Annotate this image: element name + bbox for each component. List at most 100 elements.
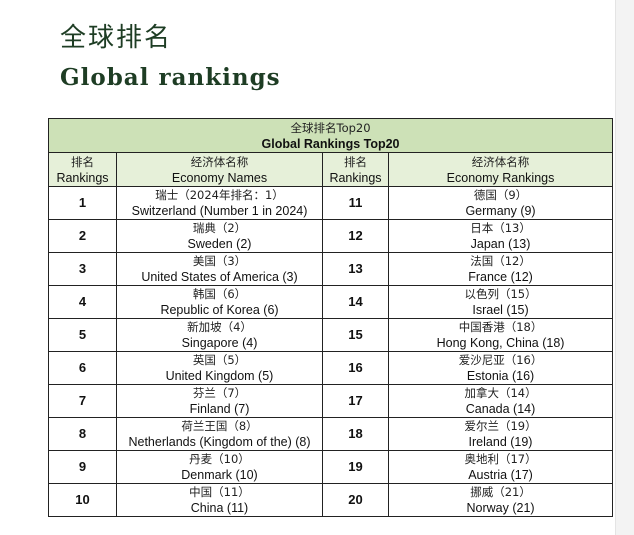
economy-name-chinese: 日本（13） [470, 221, 531, 235]
economy-name-english: Sweden (2) [187, 237, 252, 251]
column-header-label-en: Economy Names [171, 170, 268, 185]
economy-name-english: United Kingdom (5) [165, 369, 274, 383]
economy-cell: 爱沙尼亚（16） Estonia (16) [387, 351, 614, 385]
column-header-economy-left: 经济体名称 Economy Names [116, 152, 323, 187]
economy-name-english: Singapore (4) [181, 336, 258, 350]
column-header-label-zh: 排名 [344, 154, 367, 169]
economy-cell: 韩国（6） Republic of Korea (6) [116, 285, 323, 319]
economy-name-chinese: 挪威（21） [470, 485, 531, 499]
economy-cell: 中国香港（18） Hong Kong, China (18) [387, 318, 614, 352]
economy-cell: 德国（9） Germany (9) [387, 186, 614, 220]
column-header-label-zh: 经济体名称 [190, 154, 249, 169]
economy-cell: 英国（5） United Kingdom (5) [116, 351, 323, 385]
economy-name-chinese: 瑞典（2） [192, 221, 247, 235]
rank-cell: 4 [48, 285, 117, 319]
economy-name-english: Republic of Korea (6) [160, 303, 279, 317]
table-row: 3 美国（3） United States of America (3) 13 法国（1… [48, 252, 614, 286]
rank-cell: 1 [48, 186, 117, 220]
economy-name-english: Switzerland (Number 1 in 2024) [131, 204, 308, 218]
table-row: 6 英国（5） United Kingdom (5) 16 爱沙尼亚（16） Estoni… [48, 351, 614, 385]
table-title: 全球排名Top20 Global Rankings Top20 [47, 118, 614, 153]
economy-cell: 日本（13） Japan (13) [387, 219, 614, 253]
rank-cell: 5 [48, 318, 117, 352]
column-header-label-zh: 排名 [71, 154, 94, 169]
table-row: 4 韩国（6） Republic of Korea (6) 14 以色列（15） Isra… [48, 285, 614, 319]
page-heading-english: Global rankings [60, 64, 281, 91]
rank-cell: 3 [48, 252, 117, 286]
column-header-rank-right: 排名 Rankings [322, 152, 389, 187]
rank-cell: 12 [322, 219, 389, 253]
rank-cell: 2 [48, 219, 117, 253]
economy-name-chinese: 爱沙尼亚（16） [458, 353, 543, 367]
table-title-row: 全球排名Top20 Global Rankings Top20 [47, 118, 614, 153]
rank-cell: 15 [322, 318, 389, 352]
global-rankings-table: 全球排名Top20 Global Rankings Top20 排名 Ranki… [47, 118, 614, 517]
economy-name-english: Denmark (10) [181, 468, 258, 482]
table-row: 7 芬兰（7） Finland (7) 17 加拿大（14） Canada (14) [48, 384, 614, 418]
rank-cell: 18 [322, 417, 389, 451]
column-header-rank-left: 排名 Rankings [48, 152, 117, 187]
table-row: 8 荷兰王国（8） Netherlands (Kingdom of the) (8)… [48, 417, 614, 451]
economy-name-chinese: 韩国（6） [192, 287, 247, 301]
column-header-label-en: Rankings [329, 170, 382, 185]
economy-name-english: Netherlands (Kingdom of the) (8) [128, 435, 311, 449]
economy-cell: 美国（3） United States of America (3) [116, 252, 323, 286]
scrollbar-track[interactable] [615, 0, 634, 535]
economy-cell: 荷兰王国（8） Netherlands (Kingdom of the) (8) [116, 417, 323, 451]
economy-name-chinese: 加拿大（14） [464, 386, 537, 400]
economy-name-chinese: 法国（12） [470, 254, 531, 268]
economy-cell: 丹麦（10） Denmark (10) [116, 450, 323, 484]
column-header-label-en: Rankings [56, 170, 109, 185]
economy-name-english: Austria (17) [468, 468, 533, 482]
economy-name-chinese: 奥地利（17） [464, 452, 537, 466]
economy-cell: 中国（11） China (11) [116, 483, 323, 517]
economy-name-english: Ireland (19) [468, 435, 533, 449]
column-header-label-en: Economy Rankings [446, 170, 555, 185]
rank-cell: 20 [322, 483, 389, 517]
economy-cell: 爱尔兰（19） Ireland (19) [387, 417, 614, 451]
economy-name-chinese: 美国（3） [192, 254, 247, 268]
column-header-economy-right: 经济体名称 Economy Rankings [387, 152, 614, 187]
economy-name-chinese: 德国（9） [473, 188, 528, 202]
table-row: 2 瑞典（2） Sweden (2) 12 日本（13） Japan (13) [48, 219, 614, 253]
economy-name-chinese: 中国（11） [189, 485, 250, 499]
rank-cell: 9 [48, 450, 117, 484]
table-title-english: Global Rankings Top20 [261, 136, 400, 151]
economy-name-chinese: 以色列（15） [464, 287, 537, 301]
rank-cell: 13 [322, 252, 389, 286]
rank-cell: 6 [48, 351, 117, 385]
rank-cell: 8 [48, 417, 117, 451]
economy-cell: 法国（12） France (12) [387, 252, 614, 286]
economy-cell: 芬兰（7） Finland (7) [116, 384, 323, 418]
economy-name-chinese: 芬兰（7） [192, 386, 247, 400]
economy-cell: 瑞士（2024年排名：1） Switzerland (Number 1 in 20… [116, 186, 323, 220]
economy-name-chinese: 新加坡（4） [187, 320, 252, 334]
economy-name-english: Norway (21) [466, 501, 535, 515]
economy-name-english: Israel (15) [472, 303, 529, 317]
economy-name-chinese: 瑞士（2024年排名：1） [155, 188, 284, 202]
economy-cell: 挪威（21） Norway (21) [387, 483, 614, 517]
rank-cell: 16 [322, 351, 389, 385]
economy-cell: 瑞典（2） Sweden (2) [116, 219, 323, 253]
economy-cell: 加拿大（14） Canada (14) [387, 384, 614, 418]
economy-name-chinese: 荷兰王国（8） [181, 419, 258, 433]
economy-name-english: Hong Kong, China (18) [436, 336, 565, 350]
table-row: 10 中国（11） China (11) 20 挪威（21） Norway (21) [48, 483, 614, 517]
rank-cell: 19 [322, 450, 389, 484]
table-row: 9 丹麦（10） Denmark (10) 19 奥地利（17） Austria (17) [48, 450, 614, 484]
economy-name-chinese: 爱尔兰（19） [464, 419, 537, 433]
rank-cell: 17 [322, 384, 389, 418]
economy-name-english: United States of America (3) [141, 270, 298, 284]
economy-cell: 新加坡（4） Singapore (4) [116, 318, 323, 352]
economy-cell: 奥地利（17） Austria (17) [387, 450, 614, 484]
economy-cell: 以色列（15） Israel (15) [387, 285, 614, 319]
column-header-label-zh: 经济体名称 [471, 154, 530, 169]
economy-name-english: Japan (13) [470, 237, 531, 251]
rank-cell: 14 [322, 285, 389, 319]
table-header-row: 排名 Rankings 经济体名称 Economy Names 排名 Ranki… [48, 152, 614, 187]
table-row: 5 新加坡（4） Singapore (4) 15 中国香港（18） Hong Kong,… [48, 318, 614, 352]
economy-name-chinese: 中国香港（18） [458, 320, 543, 334]
table-body: 1 瑞士（2024年排名：1） Switzerland (Number 1 in 2… [48, 186, 614, 517]
rank-cell: 11 [322, 186, 389, 220]
table-row: 1 瑞士（2024年排名：1） Switzerland (Number 1 in 2… [48, 186, 614, 220]
